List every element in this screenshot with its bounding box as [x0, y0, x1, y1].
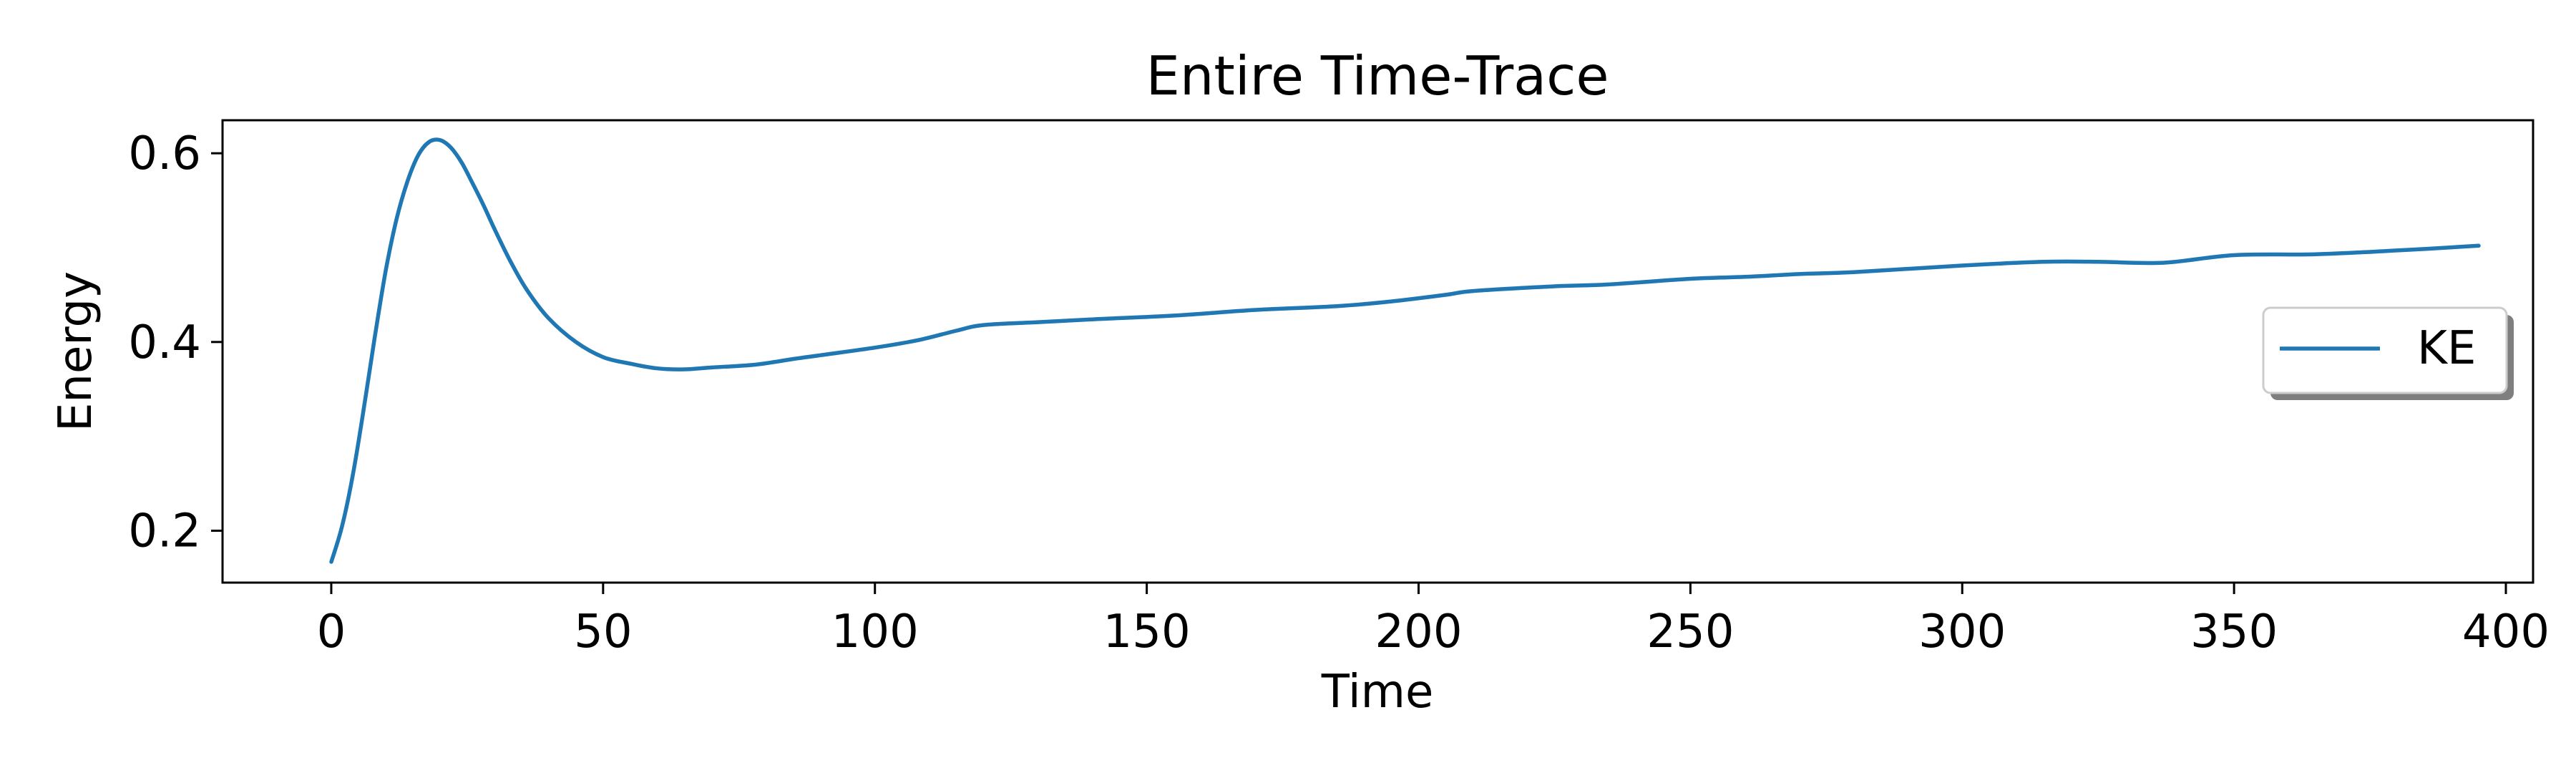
plot-area — [223, 120, 2533, 583]
series-line-ke — [329, 137, 2481, 564]
legend-box — [2262, 306, 2508, 394]
x-tick-label: 0 — [317, 606, 346, 658]
x-tick-label: 100 — [831, 606, 919, 658]
y-axis-ticks: 0.2 0.4 0.6 — [128, 127, 223, 558]
x-axis-ticks: 0 50 100 150 200 250 300 350 400 — [317, 583, 2550, 658]
x-tick-label: 150 — [1103, 606, 1191, 658]
x-tick-label: 250 — [1646, 606, 1734, 658]
line-layer — [329, 137, 2481, 564]
x-axis-label: Time — [1321, 666, 1434, 719]
legend: KE — [2262, 306, 2514, 400]
plot-frame — [221, 119, 2534, 584]
y-tick-label: 0.2 — [128, 505, 201, 558]
x-tick-label: 400 — [2462, 606, 2550, 658]
x-tick-label: 50 — [574, 606, 632, 658]
x-tick-label: 300 — [1918, 606, 2006, 658]
y-tick-label: 0.6 — [128, 127, 201, 180]
x-tick-label: 200 — [1375, 606, 1462, 658]
legend-label-ke: KE — [2417, 322, 2476, 375]
y-tick-label: 0.4 — [128, 316, 201, 369]
x-tick-label: 350 — [2190, 606, 2278, 658]
chart-title: Entire Time-Trace — [1146, 44, 1609, 107]
y-axis-label: Energy — [49, 271, 102, 432]
